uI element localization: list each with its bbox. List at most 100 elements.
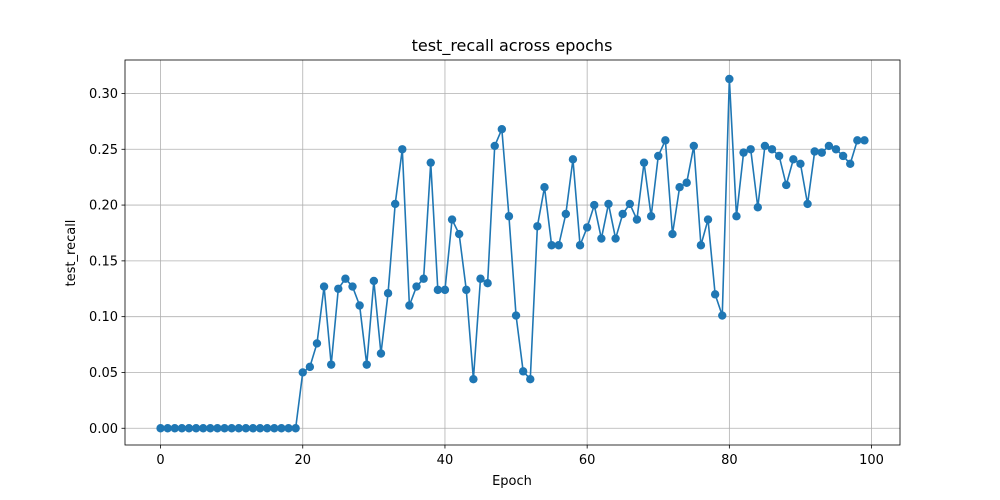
data-point bbox=[248, 424, 258, 433]
y-tick-label: 0.00 bbox=[89, 422, 118, 437]
data-point bbox=[433, 285, 443, 295]
data-point bbox=[454, 229, 464, 239]
data-point bbox=[390, 199, 400, 209]
data-point bbox=[661, 136, 670, 145]
data-point bbox=[782, 180, 791, 190]
data-point bbox=[846, 159, 855, 168]
data-point bbox=[654, 151, 663, 161]
x-tick-label: 80 bbox=[721, 453, 738, 468]
data-point bbox=[270, 424, 279, 433]
data-point bbox=[604, 199, 613, 209]
data-point bbox=[469, 374, 478, 384]
data-point bbox=[590, 200, 599, 210]
data-point bbox=[426, 158, 435, 167]
y-tick-label: 0.05 bbox=[89, 366, 118, 381]
y-axis-label: test_recall bbox=[64, 220, 79, 287]
data-point bbox=[582, 223, 592, 232]
x-tick-label: 0 bbox=[156, 453, 164, 468]
data-point bbox=[760, 141, 770, 151]
data-point bbox=[774, 151, 784, 161]
series-line bbox=[160, 78, 865, 430]
data-point bbox=[405, 301, 414, 310]
data-point bbox=[860, 136, 869, 145]
data-point bbox=[462, 285, 471, 295]
data-point bbox=[817, 148, 826, 157]
data-point bbox=[597, 234, 606, 243]
x-tick-label: 40 bbox=[437, 453, 454, 468]
data-point bbox=[206, 424, 215, 433]
data-point bbox=[568, 155, 578, 164]
data-point bbox=[191, 424, 201, 433]
data-point bbox=[476, 274, 485, 283]
data-point bbox=[483, 278, 492, 288]
data-point bbox=[227, 424, 236, 433]
plot-area bbox=[124, 59, 901, 446]
data-point bbox=[156, 424, 165, 433]
data-point bbox=[632, 215, 642, 224]
data-point bbox=[639, 158, 649, 167]
data-point bbox=[718, 311, 727, 320]
data-point bbox=[611, 234, 620, 243]
data-point bbox=[518, 367, 528, 376]
data-point bbox=[355, 301, 364, 310]
data-point bbox=[341, 274, 350, 283]
data-point bbox=[383, 289, 393, 298]
data-point bbox=[369, 276, 379, 286]
data-point bbox=[170, 424, 179, 433]
y-tick-label: 0.30 bbox=[89, 87, 118, 102]
data-point bbox=[625, 199, 635, 209]
x-axis-label: Epoch bbox=[492, 474, 532, 489]
y-tick-label: 0.20 bbox=[89, 199, 118, 214]
data-point bbox=[547, 241, 556, 250]
data-point bbox=[362, 360, 371, 369]
data-point bbox=[419, 274, 428, 283]
data-point bbox=[312, 339, 322, 348]
data-point bbox=[533, 222, 542, 231]
data-point bbox=[241, 424, 251, 433]
data-point bbox=[526, 374, 535, 384]
y-tick-label: 0.10 bbox=[89, 310, 118, 325]
data-point bbox=[767, 145, 777, 154]
data-point bbox=[326, 360, 336, 369]
data-point bbox=[853, 136, 862, 145]
data-point bbox=[511, 311, 521, 320]
data-point bbox=[447, 215, 457, 224]
data-point bbox=[575, 241, 585, 250]
data-point bbox=[646, 212, 656, 221]
data-point bbox=[810, 147, 819, 156]
data-point bbox=[334, 284, 343, 293]
plot-frame bbox=[124, 59, 901, 446]
data-point bbox=[255, 424, 265, 433]
data-point bbox=[540, 183, 549, 192]
data-point bbox=[220, 424, 229, 433]
data-point bbox=[824, 141, 834, 151]
data-point bbox=[305, 362, 315, 372]
data-point bbox=[319, 282, 329, 291]
x-axis-ticks: 0 20 40 60 80 100 bbox=[156, 445, 884, 468]
data-point bbox=[710, 290, 720, 299]
y-axis-ticks: 0.00 0.05 0.10 0.15 0.20 0.25 0.30 bbox=[89, 87, 125, 437]
data-point bbox=[689, 141, 699, 151]
data-point bbox=[682, 178, 691, 187]
data-point bbox=[618, 209, 627, 219]
data-point bbox=[789, 155, 798, 164]
data-point bbox=[277, 424, 286, 433]
data-point bbox=[753, 203, 762, 212]
data-point bbox=[163, 424, 172, 433]
data-point bbox=[490, 141, 499, 151]
data-point bbox=[440, 285, 450, 295]
data-point bbox=[696, 241, 706, 250]
data-point bbox=[298, 368, 307, 377]
data-point bbox=[675, 183, 684, 192]
data-point bbox=[739, 148, 748, 157]
data-point bbox=[504, 212, 514, 221]
data-point bbox=[831, 145, 841, 154]
data-point bbox=[184, 424, 194, 433]
data-point bbox=[348, 282, 357, 291]
data-point bbox=[554, 241, 563, 250]
y-tick-label: 0.25 bbox=[89, 143, 118, 158]
data-point bbox=[284, 424, 293, 433]
data-point bbox=[732, 212, 741, 221]
x-tick-label: 100 bbox=[859, 453, 884, 468]
